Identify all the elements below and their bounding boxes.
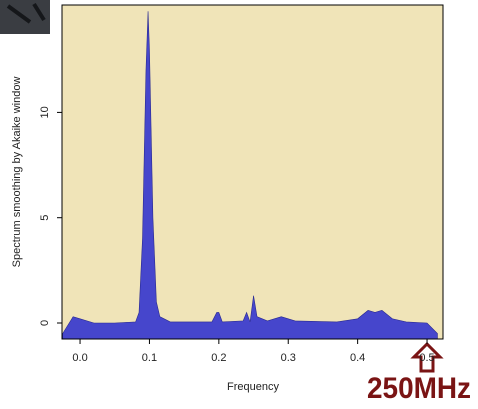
x-tick-label: 0.3	[281, 352, 296, 364]
x-tick-label: 0.1	[142, 352, 157, 364]
y-tick-label: 10	[39, 106, 51, 118]
photo-detail	[6, 2, 46, 24]
y-tick-label: 5	[39, 215, 51, 221]
plot-frame	[61, 4, 444, 340]
x-axis-label: Frequency	[227, 381, 279, 393]
arrow-icon	[410, 341, 444, 373]
y-axis-label: Spectrum smoothing by Akaike window	[11, 77, 23, 268]
spectrum-area	[62, 11, 438, 340]
x-tick-label: 0.2	[211, 352, 226, 364]
y-tick-label: 0	[39, 320, 51, 326]
x-tick-label: 0.4	[350, 352, 365, 364]
annotation: 250MHz	[367, 372, 471, 405]
x-tick-label: 0.0	[72, 352, 87, 364]
plot-background	[62, 5, 443, 339]
x-tick-label: 0.5	[419, 352, 434, 364]
